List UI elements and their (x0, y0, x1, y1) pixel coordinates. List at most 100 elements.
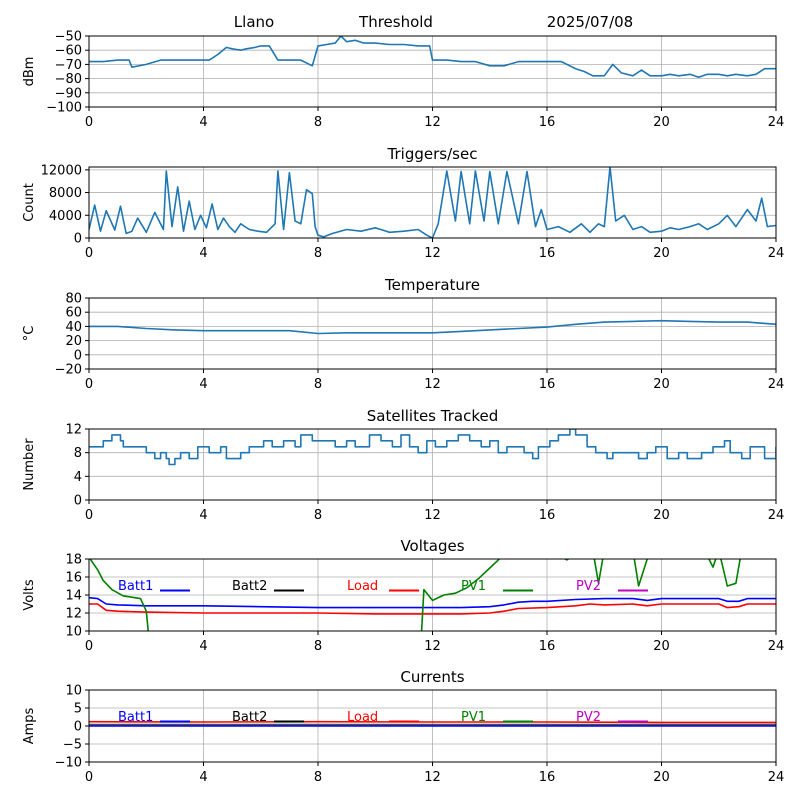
chart-panel-4: 0 4 8 12 16 20 24 0 4 8 12 Number Satellites Tracked (22, 407, 784, 523)
y-tick-label: −50 (55, 30, 82, 45)
x-tick-label: 4 (199, 115, 207, 130)
legend-label: Batt1 (118, 579, 153, 594)
x-tick-label: 0 (85, 508, 93, 523)
y-tick-label: −80 (55, 72, 82, 87)
x-tick-label: 4 (199, 377, 207, 392)
x-tick-label: 16 (539, 115, 556, 130)
y-axis-label: Amps (22, 707, 37, 744)
x-tick-label: 4 (199, 246, 207, 261)
chart-title: Satellites Tracked (367, 407, 498, 425)
y-tick-label: 14 (65, 589, 82, 604)
y-tick-label: 8000 (49, 186, 82, 201)
x-tick-label: 24 (768, 770, 785, 785)
x-tick-label: 24 (768, 508, 785, 523)
series-line-pv1 (89, 559, 741, 631)
y-tick-label: 12000 (41, 163, 82, 178)
legend-label: PV2 (576, 579, 601, 594)
x-tick-label: 20 (653, 377, 670, 392)
x-tick-label: 0 (85, 639, 93, 654)
header-mode: Threshold (358, 13, 433, 31)
y-axis-label: Number (22, 438, 37, 491)
header-site: Llano (234, 13, 274, 31)
y-tick-label: 16 (65, 571, 82, 586)
x-tick-label: 12 (424, 377, 441, 392)
series-group (89, 36, 776, 78)
x-tick-label: 16 (539, 377, 556, 392)
x-tick-label: 8 (314, 639, 322, 654)
y-tick-label: 40 (65, 320, 82, 335)
y-tick-label: 10 (65, 625, 82, 640)
y-tick-label: 0 (74, 348, 82, 363)
x-tick-label: 16 (539, 770, 556, 785)
y-tick-label: −10 (55, 756, 82, 771)
x-tick-label: 12 (424, 508, 441, 523)
x-tick-label: 0 (85, 115, 93, 130)
series-line-1 (89, 36, 776, 78)
y-tick-label: 12 (65, 423, 82, 438)
legend-label: Load (347, 710, 378, 725)
chart-title: Voltages (400, 537, 464, 555)
chart-title: Triggers/sec (387, 145, 478, 163)
y-axis-label: dBm (22, 57, 37, 87)
y-tick-label: 0 (74, 494, 82, 509)
y-tick-label: 4 (74, 470, 82, 485)
y-tick-label: 80 (65, 292, 82, 307)
x-tick-label: 4 (199, 508, 207, 523)
y-tick-label: −100 (46, 101, 82, 116)
chart-title: Temperature (384, 276, 480, 294)
y-tick-label: −5 (63, 738, 82, 753)
series-group (89, 167, 776, 238)
y-tick-label: 10 (65, 684, 82, 699)
header-date: 2025/07/08 (547, 13, 633, 31)
x-tick-label: 12 (424, 639, 441, 654)
x-tick-label: 0 (85, 770, 93, 785)
x-tick-label: 20 (653, 246, 670, 261)
legend-label: Batt1 (118, 710, 153, 725)
series-group (89, 720, 776, 727)
x-tick-label: 8 (314, 770, 322, 785)
y-axis-label: °C (22, 326, 37, 342)
y-tick-label: −20 (55, 363, 82, 378)
y-tick-label: −70 (55, 58, 82, 73)
figure-header: Llano Threshold 2025/07/08 (234, 13, 633, 31)
x-tick-label: 0 (85, 246, 93, 261)
x-tick-label: 12 (424, 115, 441, 130)
legend-label: PV1 (461, 710, 486, 725)
x-tick-label: 8 (314, 115, 322, 130)
y-tick-label: 5 (74, 702, 82, 717)
y-tick-label: 18 (65, 553, 82, 568)
x-tick-label: 24 (768, 639, 785, 654)
chart-panel-2: 0 4 8 12 16 20 24 0 4000 8000 12000 Count Triggers/s… (22, 145, 784, 261)
x-tick-label: 20 (653, 639, 670, 654)
legend-label: PV2 (576, 710, 601, 725)
x-tick-label: 16 (539, 508, 556, 523)
y-tick-label: 0 (74, 232, 82, 247)
series-group (89, 559, 776, 631)
y-tick-label: 0 (74, 720, 82, 735)
x-tick-label: 24 (768, 115, 785, 130)
series-line-load (89, 603, 776, 615)
y-tick-label: 12 (65, 607, 82, 622)
x-tick-label: 0 (85, 377, 93, 392)
y-tick-label: 60 (65, 306, 82, 321)
y-tick-label: −90 (55, 86, 82, 101)
legend-label: PV1 (461, 579, 486, 594)
y-tick-label: −60 (55, 44, 82, 59)
x-tick-label: 20 (653, 115, 670, 130)
y-tick-label: 4000 (49, 209, 82, 224)
series-line-batt1 (89, 596, 776, 609)
x-tick-label: 20 (653, 770, 670, 785)
y-tick-label: 20 (65, 334, 82, 349)
x-tick-label: 12 (424, 246, 441, 261)
x-tick-label: 8 (314, 377, 322, 392)
chart-title: Currents (400, 668, 464, 686)
series-line-3 (89, 319, 776, 335)
x-tick-label: 24 (768, 246, 785, 261)
legend: Batt1 Batt2 Load PV1 PV2 (118, 579, 648, 594)
x-tick-label: 16 (539, 246, 556, 261)
series-line-2 (89, 167, 776, 238)
